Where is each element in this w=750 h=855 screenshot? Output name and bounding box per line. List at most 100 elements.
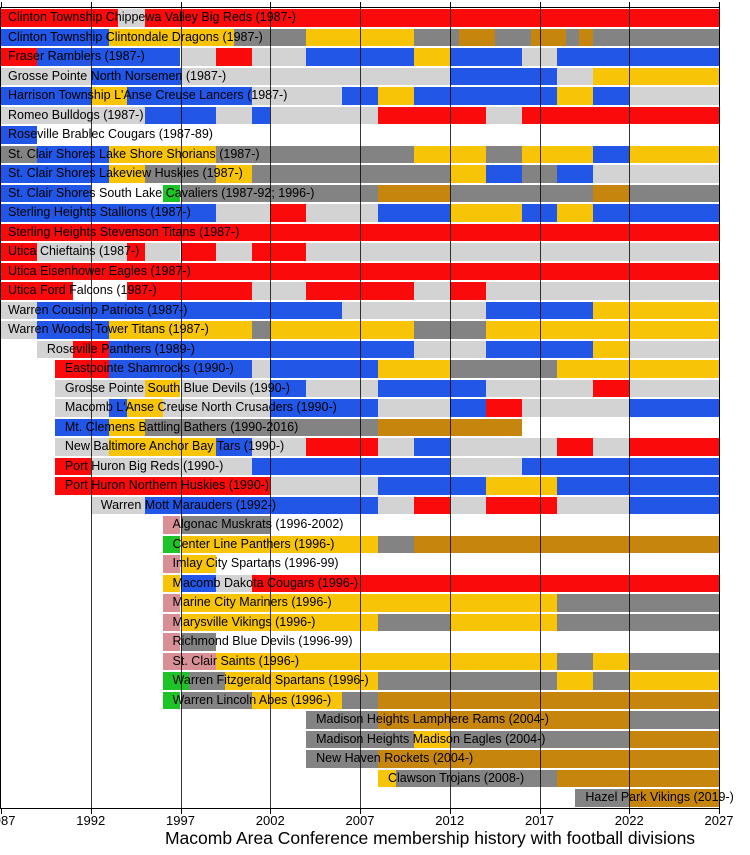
timeline-segment <box>557 477 719 495</box>
timeline-row <box>0 360 750 378</box>
timeline-segment <box>521 48 558 66</box>
timeline-segment <box>557 87 594 105</box>
timeline-segment <box>126 399 163 417</box>
timeline-segment <box>557 438 594 456</box>
timeline-segment <box>270 204 307 222</box>
timeline-segment <box>449 184 594 203</box>
row-label: St. Clair Shores Lake Shore Shorians (19… <box>8 146 260 161</box>
timeline-segment <box>90 496 145 515</box>
row-label: Madison Heights Lamphere Rams (2004-) <box>316 712 549 727</box>
timeline-segment <box>521 145 594 164</box>
timeline-segment <box>1 28 109 46</box>
timeline-segment <box>521 204 558 222</box>
timeline-segment <box>1 67 91 86</box>
timeline-segment <box>449 613 558 632</box>
axis-tick <box>539 808 541 814</box>
timeline-row <box>0 9 750 27</box>
timeline-segment <box>449 204 522 222</box>
timeline-segment <box>108 321 253 339</box>
axis-tick <box>719 2 720 8</box>
row-label: St. Clair Shores South Lake Cavaliers (1… <box>8 185 315 200</box>
timeline-segment <box>126 243 145 261</box>
timeline-segment <box>1 87 91 105</box>
timeline-segment <box>162 516 181 534</box>
timeline-segment <box>1 126 37 144</box>
timeline-segment <box>629 652 719 671</box>
timeline-segment <box>36 145 109 164</box>
timeline-segment <box>306 730 414 749</box>
axis-tick <box>539 2 541 8</box>
timeline-segment <box>54 360 109 378</box>
timeline-segment <box>377 711 630 729</box>
timeline-segment <box>162 535 181 554</box>
timeline-row <box>0 340 750 359</box>
timeline-segment <box>629 496 719 515</box>
timeline-segment <box>342 691 378 710</box>
timeline-segment <box>449 67 558 86</box>
timeline-segment <box>1 301 37 320</box>
axis-tick-label: 2002 <box>255 813 285 828</box>
timeline-segment <box>90 87 127 105</box>
axis-tick-label: 2022 <box>614 813 644 828</box>
timeline-segment <box>557 613 719 632</box>
timeline-segment <box>252 457 450 476</box>
timeline-segment <box>270 106 378 125</box>
timeline-segment <box>36 243 127 261</box>
axis-tick-label: 2017 <box>525 813 554 828</box>
timeline-segment <box>629 438 719 456</box>
timeline-segment <box>180 184 378 203</box>
row-label: Sterling Heights Stallions (1987-) <box>8 205 191 220</box>
timeline-segment <box>180 535 378 554</box>
timeline-segment <box>377 106 486 125</box>
timeline-segment <box>36 321 109 339</box>
timeline-segment <box>162 555 181 573</box>
timeline-row <box>0 321 750 339</box>
timeline-segment <box>1 165 109 183</box>
timeline-segment <box>306 438 378 456</box>
row-label: Grosse Pointe South Blue Devils (1990-) <box>64 380 290 395</box>
timeline-segment <box>252 360 271 378</box>
timeline-segment <box>306 243 719 261</box>
timeline-segment <box>270 399 378 417</box>
timeline-row <box>0 496 750 515</box>
frame-bottom <box>0 808 720 809</box>
timeline-segment <box>449 48 522 66</box>
timeline-segment <box>162 691 181 710</box>
timeline-segment <box>629 399 719 417</box>
timeline-segment <box>252 321 271 339</box>
row-label: New Haven Rockets (2004-) <box>316 751 474 766</box>
timeline-segment <box>413 87 558 105</box>
timeline-row <box>0 633 750 651</box>
chart-title: Macomb Area Conference membership histor… <box>164 828 696 848</box>
axis-tick <box>90 2 92 8</box>
timeline-segment <box>117 9 145 27</box>
timeline-segment <box>449 438 558 456</box>
timeline-segment <box>593 340 630 359</box>
timeline-segment <box>557 594 719 612</box>
timeline-segment <box>162 652 217 671</box>
row-label: Macomb L'Anse Creuse North Crusaders (19… <box>64 400 337 415</box>
timeline-segment <box>144 418 378 437</box>
timeline-segment <box>413 535 719 554</box>
timeline-segment <box>216 243 253 261</box>
timeline-segment <box>306 379 378 398</box>
timeline-segment <box>485 165 522 183</box>
timeline-segment <box>557 652 594 671</box>
timeline-segment <box>449 282 486 300</box>
timeline-segment <box>413 145 486 164</box>
axis-tick <box>270 2 272 8</box>
row-label: Macomb Dakota Cougars (1996-) <box>172 575 359 590</box>
timeline-segment <box>270 321 414 339</box>
row-label: Clinton Township Clintondale Dragons (19… <box>8 29 263 44</box>
timeline-segment <box>162 594 181 612</box>
timeline-row <box>0 477 750 495</box>
timeline-segment <box>629 789 719 807</box>
timeline-segment <box>377 769 396 788</box>
timeline-segment <box>413 28 459 46</box>
timeline-segment <box>306 204 378 222</box>
timeline-segment <box>54 457 91 476</box>
row-label: Imlay City Spartans (1996-99) <box>172 556 339 571</box>
timeline-segment <box>593 652 630 671</box>
timeline-segment <box>521 106 719 125</box>
